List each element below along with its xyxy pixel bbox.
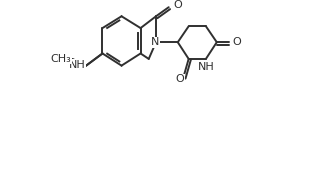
Text: NH: NH (69, 60, 85, 70)
Text: N: N (151, 37, 159, 47)
Text: O: O (175, 74, 184, 84)
Text: O: O (173, 0, 182, 10)
Text: NH: NH (197, 62, 214, 72)
Text: O: O (232, 37, 241, 47)
Text: CH₃: CH₃ (50, 54, 71, 64)
